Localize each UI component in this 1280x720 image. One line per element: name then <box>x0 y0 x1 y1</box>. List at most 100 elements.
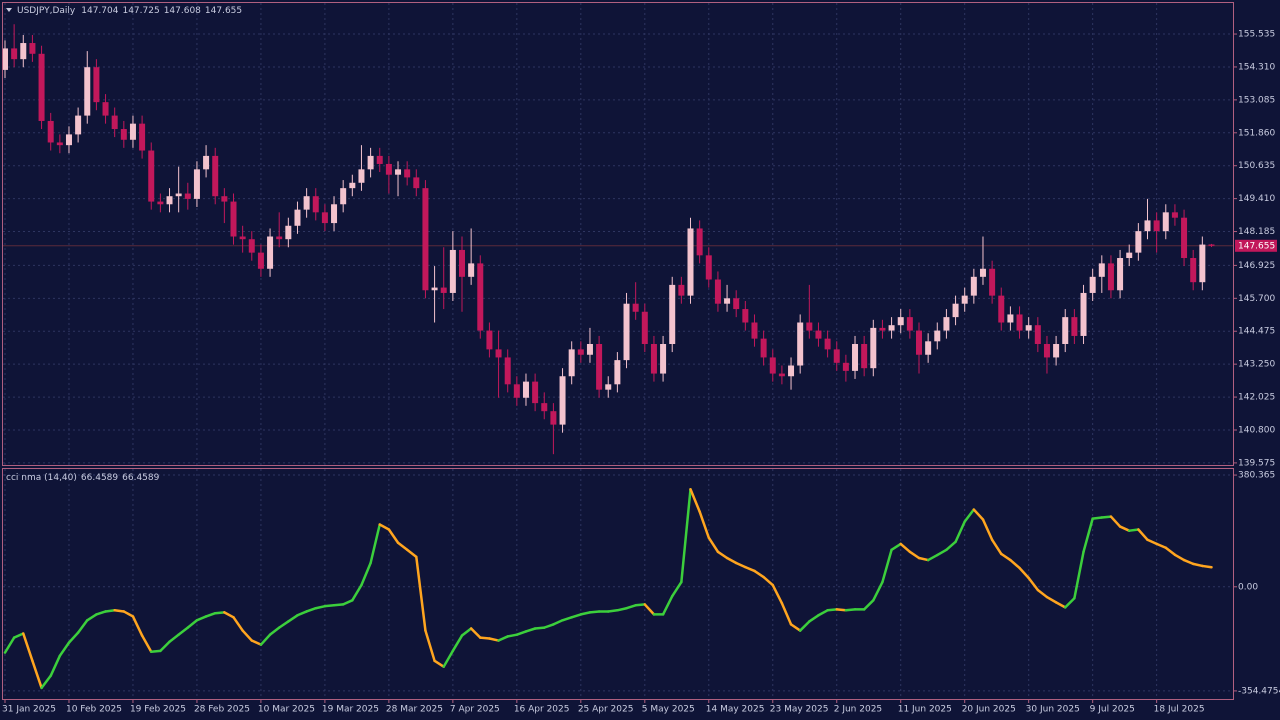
cci-segment <box>1018 566 1030 580</box>
cci-segment <box>1009 558 1021 570</box>
candle-body <box>934 330 941 342</box>
candle-body <box>65 134 72 146</box>
cci-segment <box>625 604 637 610</box>
cci-segment <box>460 627 473 637</box>
candle-body <box>577 349 584 355</box>
cci-segment <box>396 541 409 552</box>
candle-body <box>742 309 749 323</box>
cci-segment <box>67 631 80 644</box>
candle-body <box>1053 344 1060 358</box>
grid-layer <box>3 3 1233 699</box>
candle-body <box>623 303 630 361</box>
x-tick-label: 14 May 2025 <box>706 705 765 715</box>
candle-body <box>769 357 776 374</box>
cci-segment <box>58 641 71 658</box>
cci-segment <box>177 626 190 636</box>
cci-segment <box>725 556 738 565</box>
y-tick-label: 155.535 <box>1238 30 1275 40</box>
cci-segment <box>405 548 418 559</box>
cci-segment <box>808 614 820 623</box>
candle-body <box>303 196 310 210</box>
cci-segment <box>926 553 939 562</box>
candle-body <box>349 182 356 189</box>
candle-body <box>20 43 27 60</box>
cci-segment <box>424 629 436 663</box>
cci-segment <box>1201 564 1213 569</box>
cci-segment <box>524 627 537 633</box>
candle-body <box>559 376 566 425</box>
candle-body <box>459 249 465 277</box>
candle-body <box>267 236 274 269</box>
candle-body <box>321 212 328 224</box>
cci-segment <box>661 594 674 616</box>
cci-segment <box>552 619 564 626</box>
x-tick-label: 19 Mar 2025 <box>322 705 379 715</box>
indicator-panel-frame <box>2 468 1234 700</box>
cci-segment <box>698 510 711 539</box>
cci-segment <box>497 635 509 642</box>
cci-segment <box>543 623 555 629</box>
cci-segment <box>22 632 34 663</box>
y-tick-label: 153.085 <box>1238 95 1275 105</box>
cci-segment <box>213 611 226 615</box>
cci-segment <box>1155 542 1168 549</box>
x-tick-label: 23 May 2025 <box>770 705 829 715</box>
cci-segment <box>387 528 400 544</box>
cci-segment <box>936 548 948 557</box>
candle-body <box>788 365 795 377</box>
candle-body <box>157 201 164 205</box>
y-tick-label: 145.700 <box>1238 294 1275 304</box>
cci-segment <box>332 603 345 607</box>
candle-body <box>998 295 1005 323</box>
candle-body <box>1208 244 1215 246</box>
indicator-name: cci nma (14,40) <box>6 473 77 483</box>
cci-segment <box>40 674 52 690</box>
indicator-header: cci nma (14,40) 66.4589 66.4589 <box>6 473 160 483</box>
candle-body <box>120 129 127 140</box>
cci-segment <box>488 637 500 642</box>
cci-segment <box>1063 596 1076 609</box>
y-tick-label: 150.635 <box>1238 161 1275 171</box>
cci-segment <box>113 609 126 613</box>
candle-body <box>1190 258 1197 283</box>
candle-body <box>148 150 155 202</box>
close: 147.655 <box>205 6 242 16</box>
cci-segment <box>680 488 692 584</box>
cci-segment <box>3 636 16 654</box>
candle-body <box>38 53 45 121</box>
y-tick-label: 144.475 <box>1238 327 1275 337</box>
candle-body <box>139 123 146 151</box>
candle-body <box>11 48 18 60</box>
candle-body <box>486 330 493 350</box>
x-tick-label: 25 Apr 2025 <box>578 705 634 715</box>
cci-segment <box>1137 528 1149 542</box>
candle-body <box>1144 220 1151 232</box>
last-price-tag <box>1235 239 1277 252</box>
symbol-menu-arrow[interactable] <box>6 8 12 12</box>
cci-segment <box>168 633 180 643</box>
cci-segment <box>1164 546 1177 557</box>
candle-body <box>925 341 932 355</box>
candle-body <box>632 303 639 312</box>
candle-body <box>449 249 456 293</box>
cci-segment <box>1054 601 1067 609</box>
cci-segment <box>49 654 62 678</box>
candle-body <box>1135 231 1142 253</box>
cci-segment <box>268 626 281 636</box>
candle-body <box>84 67 91 116</box>
open: 147.704 <box>81 6 118 16</box>
indicator-value: 66.4589 <box>81 473 118 483</box>
candle-body <box>1171 212 1178 218</box>
candle-body <box>376 155 383 164</box>
cci-segment <box>588 610 601 614</box>
cci-segment <box>789 623 802 632</box>
candle-body <box>175 193 182 197</box>
cci-segment <box>140 634 153 653</box>
candle-body <box>522 381 529 398</box>
candle-body <box>513 384 520 398</box>
candle-body <box>596 344 603 390</box>
cci-segment <box>323 604 336 608</box>
candle-body <box>312 196 319 213</box>
candle-body <box>358 169 365 183</box>
